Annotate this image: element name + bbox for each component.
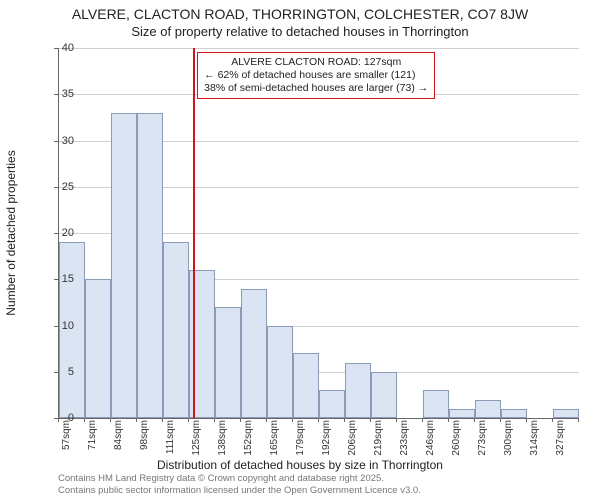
y-tick-label: 25	[44, 181, 74, 193]
x-tick-mark	[552, 418, 553, 422]
x-tick-mark	[526, 418, 527, 422]
x-tick-mark	[266, 418, 267, 422]
y-tick-mark	[54, 141, 58, 142]
callout-line: ALVERE CLACTON ROAD: 127sqm	[204, 56, 428, 69]
y-tick-label: 10	[44, 320, 74, 332]
x-tick-label: 314sqm	[529, 420, 540, 470]
footer-line-2: Contains public sector information licen…	[58, 485, 421, 496]
x-tick-label: 327sqm	[555, 420, 566, 470]
y-tick-label: 20	[44, 227, 74, 239]
y-tick-mark	[54, 326, 58, 327]
y-tick-mark	[54, 94, 58, 95]
y-tick-label: 5	[44, 366, 74, 378]
x-tick-label: 152sqm	[243, 420, 254, 470]
x-tick-mark	[84, 418, 85, 422]
x-tick-mark	[292, 418, 293, 422]
x-tick-mark	[422, 418, 423, 422]
plot-area: ALVERE CLACTON ROAD: 127sqm← 62% of deta…	[58, 48, 579, 419]
x-tick-label: 111sqm	[165, 420, 176, 470]
x-tick-mark	[448, 418, 449, 422]
chart-container: ALVERE, CLACTON ROAD, THORRINGTON, COLCH…	[0, 0, 600, 500]
x-tick-label: 273sqm	[477, 420, 488, 470]
y-tick-label: 35	[44, 88, 74, 100]
x-tick-mark	[370, 418, 371, 422]
bar	[85, 279, 111, 418]
y-axis-label: Number of detached properties	[4, 150, 18, 315]
x-tick-mark	[500, 418, 501, 422]
x-tick-label: 260sqm	[451, 420, 462, 470]
x-tick-label: 138sqm	[217, 420, 228, 470]
x-tick-label: 179sqm	[295, 420, 306, 470]
x-tick-mark	[214, 418, 215, 422]
bar	[475, 400, 501, 419]
bar	[241, 289, 267, 419]
y-tick-label: 30	[44, 135, 74, 147]
y-tick-mark	[54, 279, 58, 280]
x-tick-label: 165sqm	[269, 420, 280, 470]
y-tick-mark	[54, 233, 58, 234]
chart-title: ALVERE, CLACTON ROAD, THORRINGTON, COLCH…	[0, 6, 600, 22]
x-tick-label: 84sqm	[113, 420, 124, 470]
bar	[423, 390, 449, 418]
bar	[215, 307, 241, 418]
reference-line	[193, 48, 195, 418]
bar	[345, 363, 371, 419]
footer-line-1: Contains HM Land Registry data © Crown c…	[58, 473, 421, 484]
x-tick-mark	[240, 418, 241, 422]
y-tick-mark	[54, 48, 58, 49]
x-tick-mark	[396, 418, 397, 422]
x-tick-mark	[474, 418, 475, 422]
x-tick-label: 246sqm	[425, 420, 436, 470]
y-tick-mark	[54, 187, 58, 188]
bar	[449, 409, 475, 418]
x-tick-label: 300sqm	[503, 420, 514, 470]
y-tick-label: 40	[44, 42, 74, 54]
x-tick-label: 233sqm	[399, 420, 410, 470]
x-tick-label: 219sqm	[373, 420, 384, 470]
bar	[371, 372, 397, 418]
x-tick-label: 57sqm	[61, 420, 72, 470]
gridline-h	[59, 48, 579, 49]
callout-line: 38% of semi-detached houses are larger (…	[204, 82, 428, 95]
y-tick-mark	[54, 372, 58, 373]
bar	[267, 326, 293, 419]
x-tick-mark	[136, 418, 137, 422]
x-tick-label: 192sqm	[321, 420, 332, 470]
bar	[293, 353, 319, 418]
x-tick-mark	[344, 418, 345, 422]
x-tick-label: 71sqm	[87, 420, 98, 470]
x-tick-mark	[110, 418, 111, 422]
x-tick-mark	[162, 418, 163, 422]
bar	[137, 113, 163, 418]
bar	[553, 409, 579, 418]
y-tick-label: 15	[44, 273, 74, 285]
footer-attribution: Contains HM Land Registry data © Crown c…	[58, 473, 421, 496]
bar	[111, 113, 137, 418]
x-tick-label: 125sqm	[191, 420, 202, 470]
x-tick-label: 206sqm	[347, 420, 358, 470]
bar	[501, 409, 527, 418]
x-tick-mark	[58, 418, 59, 422]
bar	[163, 242, 189, 418]
bar	[319, 390, 345, 418]
x-tick-label: 98sqm	[139, 420, 150, 470]
x-tick-mark	[318, 418, 319, 422]
reference-callout: ALVERE CLACTON ROAD: 127sqm← 62% of deta…	[197, 52, 435, 99]
x-tick-mark	[578, 418, 579, 422]
callout-line: ← 62% of detached houses are smaller (12…	[204, 69, 428, 82]
x-tick-mark	[188, 418, 189, 422]
chart-subtitle: Size of property relative to detached ho…	[0, 24, 600, 39]
